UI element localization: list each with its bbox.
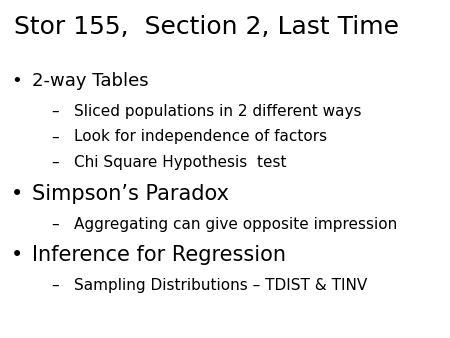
Text: –: – (52, 278, 59, 293)
Text: •: • (11, 245, 23, 265)
Text: Look for independence of factors: Look for independence of factors (74, 129, 328, 144)
Text: –: – (52, 217, 59, 232)
Text: Inference for Regression: Inference for Regression (32, 245, 285, 265)
Text: 2-way Tables: 2-way Tables (32, 72, 148, 90)
Text: Simpson’s Paradox: Simpson’s Paradox (32, 184, 229, 204)
Text: Sliced populations in 2 different ways: Sliced populations in 2 different ways (74, 104, 362, 119)
Text: •: • (11, 72, 22, 90)
Text: •: • (11, 184, 23, 204)
Text: –: – (52, 155, 59, 170)
Text: –: – (52, 129, 59, 144)
Text: Aggregating can give opposite impression: Aggregating can give opposite impression (74, 217, 397, 232)
Text: Sampling Distributions – TDIST & TINV: Sampling Distributions – TDIST & TINV (74, 278, 368, 293)
Text: Stor 155,  Section 2, Last Time: Stor 155, Section 2, Last Time (14, 15, 399, 39)
Text: –: – (52, 104, 59, 119)
Text: Chi Square Hypothesis  test: Chi Square Hypothesis test (74, 155, 287, 170)
